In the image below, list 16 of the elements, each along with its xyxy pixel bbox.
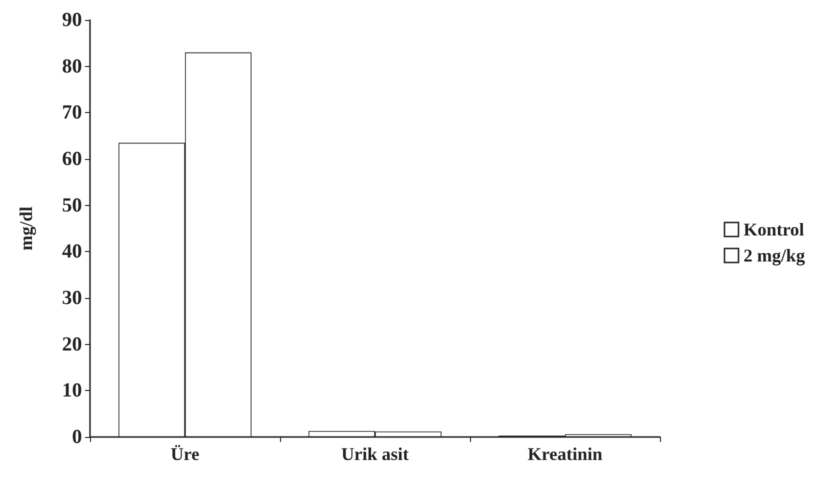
legend-label: Kontrol <box>743 220 804 240</box>
y-tick-label: 50 <box>62 194 82 216</box>
y-tick-label: 10 <box>62 380 82 402</box>
y-tick-label: 20 <box>62 333 82 356</box>
x-tick-label: Kreatinin <box>528 444 602 464</box>
y-tick-label: 70 <box>62 102 82 124</box>
y-tick-label: 30 <box>62 287 82 309</box>
legend-label: 2 mg/kg <box>743 246 806 266</box>
y-axis-title: mg/dl <box>16 206 36 251</box>
y-tick-label: 90 <box>62 9 82 31</box>
x-tick-label: Urik asit <box>341 444 409 464</box>
x-tick-label: Üre <box>170 444 200 464</box>
y-tick-label: 0 <box>72 426 82 448</box>
y-tick-label: 40 <box>62 240 82 263</box>
y-tick-label: 80 <box>62 55 82 78</box>
y-tick-label: 60 <box>62 148 82 170</box>
